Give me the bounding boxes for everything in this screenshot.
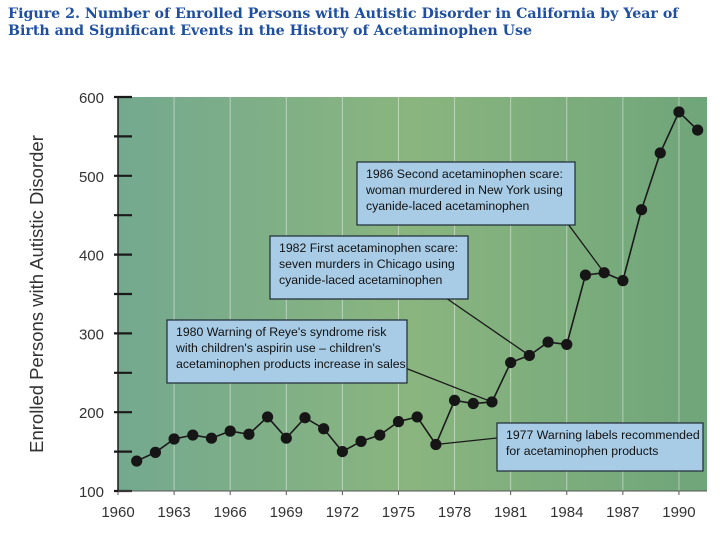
annotation-callout-1982: 1982 First acetaminophen scare: seven mur… [269, 235, 469, 300]
annotation-leader-line [399, 365, 493, 403]
data-point [467, 397, 479, 410]
data-point [336, 446, 348, 458]
tick-labels: 1960 1963 1966 1969 1972 1975 1978 1981 1984 1987… [26, 90, 696, 521]
annotation-leaders [399, 223, 605, 446]
data-point [392, 416, 405, 428]
data-point [542, 336, 554, 348]
annotation-text-line: seven murders in Chicago using [279, 257, 455, 271]
annotation-text-line: cyanide-laced acetaminophen [279, 273, 443, 287]
x-tick-label: 1960 [101, 504, 134, 521]
data-point [205, 432, 218, 444]
annotation-text-line: with children's aspirin use – children's [175, 341, 381, 355]
x-tick-label: 1966 [214, 504, 247, 521]
y-tick-label: 100 [79, 484, 104, 501]
y-tick-label: 500 [79, 169, 104, 186]
data-point [261, 411, 274, 423]
data-point [318, 423, 330, 435]
data-point [617, 275, 629, 287]
x-tick-label: 1981 [494, 504, 527, 521]
data-point [673, 106, 685, 118]
x-tick-label: 1978 [438, 504, 471, 521]
annotation-text-line: 1977 Warning labels recommended [506, 428, 700, 442]
data-point [523, 349, 535, 362]
x-tick-label: 1987 [606, 504, 639, 521]
annotation-leader-line [567, 223, 605, 274]
data-point [654, 147, 666, 159]
axes [114, 95, 707, 495]
data-point [187, 429, 199, 441]
data-series [131, 106, 704, 467]
annotation-text-line: 1986 Second acetaminophen scare: [366, 167, 563, 181]
y-axis-title: Enrolled Persons with Autistic Disorder [26, 135, 47, 453]
data-point [168, 433, 180, 445]
data-point [243, 428, 255, 440]
annotation-leader-line [435, 437, 498, 446]
data-point [374, 429, 386, 441]
figure-title: Figure 2. Number of Enrolled Persons wit… [8, 6, 679, 39]
data-point [579, 269, 592, 281]
annotation-text-line: 1980 Warning of Reye's syndrome risk [176, 325, 387, 339]
data-point [430, 438, 442, 451]
x-tick-label: 1984 [550, 504, 583, 521]
data-point [692, 124, 704, 136]
annotation-text-line: cyanide-laced acetaminophen [366, 199, 530, 213]
y-tick-label: 600 [79, 90, 104, 107]
data-point [280, 432, 292, 444]
x-tick-label: 1963 [157, 504, 190, 521]
data-point [486, 396, 498, 408]
annotation-leader-line [445, 297, 530, 356]
data-point [224, 425, 236, 437]
x-tick-label: 1975 [382, 504, 415, 521]
y-tick-label: 200 [79, 405, 104, 422]
annotation-callout-1980: 1980 Warning of Reye's syndrome risk with… [166, 319, 408, 384]
x-tick-label: 1972 [326, 504, 359, 521]
annotation-box [269, 235, 469, 300]
data-point [411, 411, 423, 423]
data-point [505, 356, 517, 369]
y-tick-label: 400 [79, 248, 104, 265]
annotation-text-line: woman murdered in New York using [365, 183, 563, 197]
data-point [149, 446, 161, 458]
annotation-box [166, 319, 408, 384]
x-tick-label: 1990 [662, 504, 695, 521]
annotation-text-line: for acetaminophen products [506, 444, 658, 458]
data-point [299, 412, 311, 424]
annotation-box [356, 161, 576, 226]
data-point [448, 394, 461, 406]
data-point [635, 204, 648, 216]
annotation-box [496, 422, 704, 472]
annotation-callout-1977: 1977 Warning labels recommended for aceta… [496, 422, 704, 472]
data-point [131, 455, 143, 467]
annotations: 1986 Second acetaminophen scare: woman mu… [166, 161, 704, 472]
annotation-text-line: acetaminophen products increase in sales [176, 357, 406, 371]
y-tick-label: 300 [79, 326, 104, 343]
annotation-text-line: 1982 First acetaminophen scare: [279, 241, 458, 255]
data-point [561, 338, 573, 351]
x-tick-label: 1969 [270, 504, 303, 521]
data-point [355, 435, 367, 447]
annotation-callout-1986: 1986 Second acetaminophen scare: woman mu… [356, 161, 576, 226]
data-point [598, 267, 610, 279]
